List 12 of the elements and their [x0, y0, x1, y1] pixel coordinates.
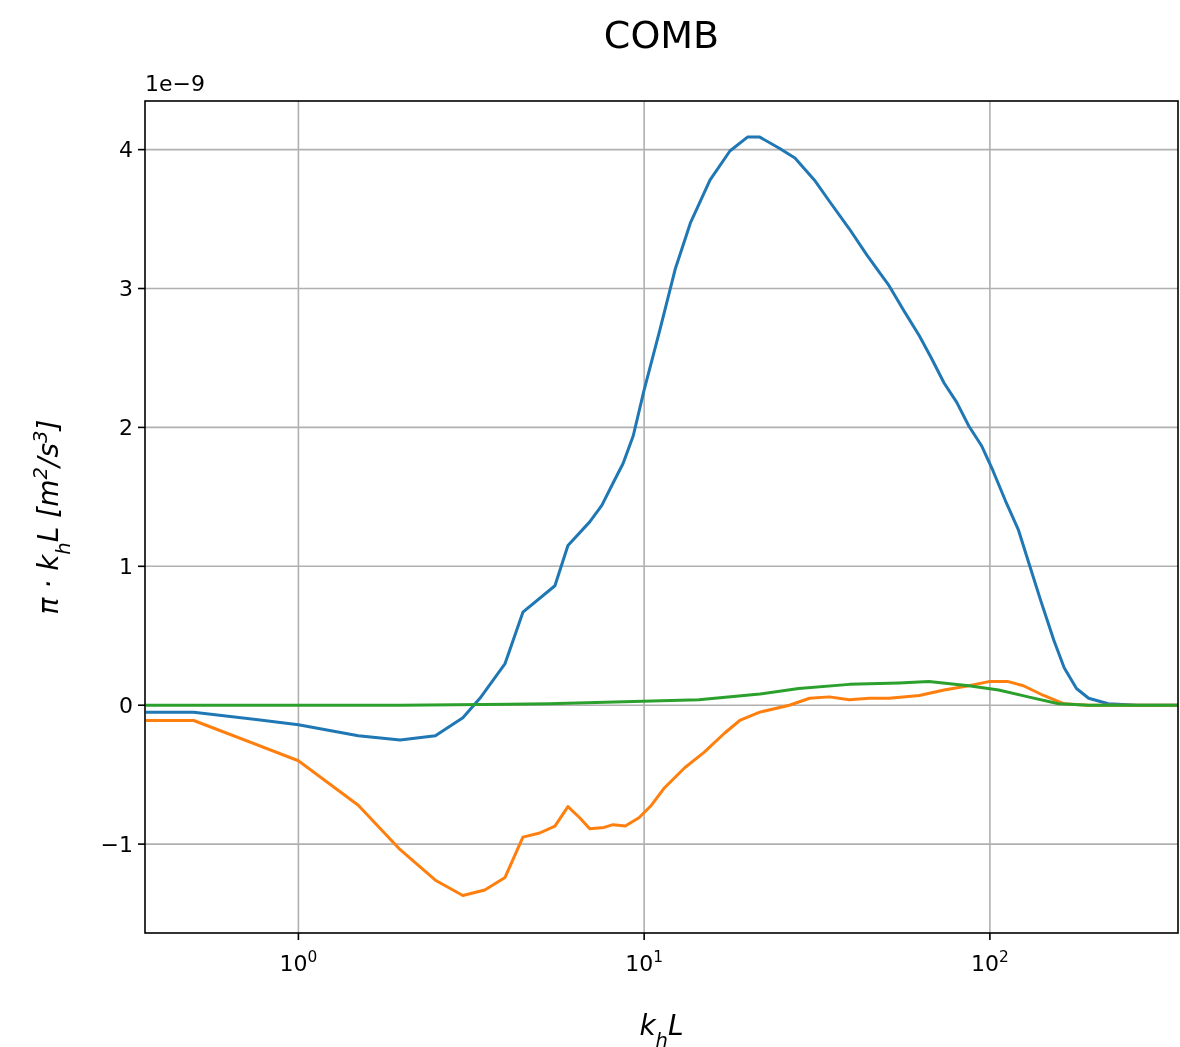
y-tick-label: 3 [119, 276, 133, 302]
y-tick-label: −1 [100, 831, 133, 857]
x-axis-title: k$_{h}$L [639, 1009, 684, 1047]
y-tick-label: 1 [119, 554, 133, 580]
x-tick-label: 10$^{2}$ [970, 948, 1009, 976]
y-tick-label: 4 [119, 137, 133, 163]
y-tick-label: 2 [119, 415, 133, 441]
x-tick-label: 10$^{1}$ [625, 948, 664, 976]
text: 1e−9 [145, 71, 205, 96]
y-tick-label: 0 [119, 692, 133, 718]
x-tick-label: 10$^{0}$ [279, 948, 318, 976]
chart-title: COMB [603, 13, 720, 57]
